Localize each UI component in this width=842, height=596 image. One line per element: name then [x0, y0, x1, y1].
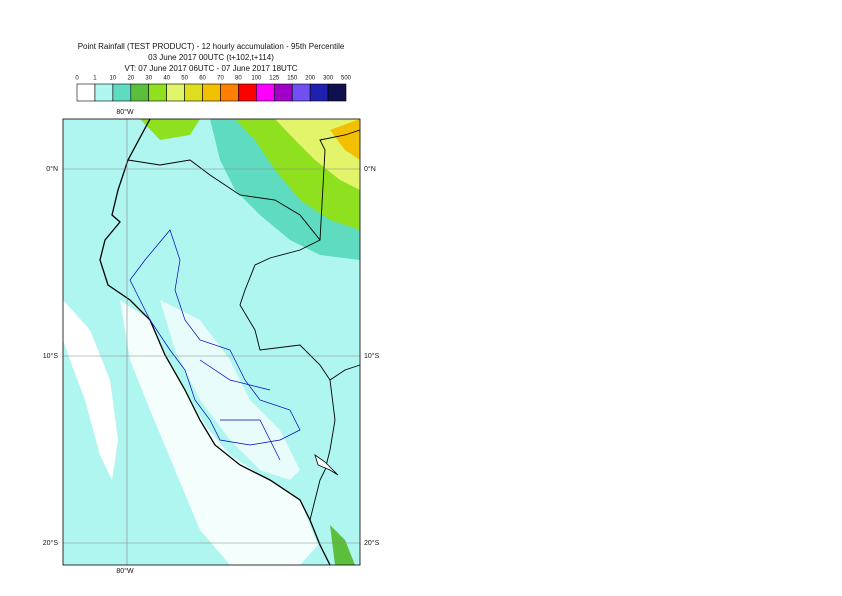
rain-area: [330, 119, 360, 160]
legend-label: 80: [235, 76, 242, 82]
legend-swatch: [76, 83, 96, 102]
legend-label: 1: [93, 76, 97, 82]
legend-swatch: [94, 83, 114, 102]
legend-swatch: [256, 83, 275, 102]
lat-label: 20°S: [43, 539, 59, 547]
legend-label: 50: [181, 76, 188, 82]
rain-area: [330, 525, 355, 565]
map: [62, 118, 361, 566]
legend-swatch: [202, 83, 221, 102]
legend-swatch: [166, 83, 185, 102]
legend-label: 500: [341, 76, 352, 82]
valid-time: VT: 07 June 2017 06UTC - 07 June 2017 18…: [125, 64, 298, 73]
title: Point Rainfall (TEST PRODUCT) - 12 hourl…: [78, 42, 345, 51]
legend-label: 125: [269, 76, 280, 82]
legend-label: 100: [251, 76, 262, 82]
lat-label: 0°N: [46, 165, 58, 173]
map-frame: [62, 118, 361, 566]
legend-label: 60: [199, 76, 206, 82]
legend-swatch: [273, 83, 293, 102]
legend-swatch: [130, 83, 150, 102]
lat-label: 10°S: [43, 352, 59, 360]
legend-label: 30: [145, 76, 152, 82]
dry-area: [120, 300, 318, 565]
border: [127, 129, 361, 521]
lon-label: 80°W: [116, 567, 134, 575]
legend-swatch: [184, 83, 203, 102]
dry-area: [63, 300, 118, 480]
legend-swatch: [291, 83, 311, 102]
lat-label: 20°S: [364, 539, 380, 547]
legend-label: 150: [287, 76, 298, 82]
legend-label: 20: [127, 76, 134, 82]
legend-swatch: [238, 83, 257, 102]
legend-label: 300: [323, 76, 334, 82]
legend-swatch: [112, 83, 132, 102]
legend-label: 200: [305, 76, 316, 82]
legend-swatch: [327, 83, 347, 102]
legend-label: 10: [110, 76, 117, 82]
lat-label: 10°S: [364, 352, 380, 360]
coastline: [99, 118, 331, 566]
admin-border: [129, 229, 301, 461]
lat-label: 0°N: [364, 165, 376, 173]
run-time: 03 June 2017 00UTC (t+102,t+114): [148, 53, 274, 62]
legend-swatch: [148, 83, 167, 102]
lake: [314, 454, 339, 476]
lon-label: 80°W: [116, 108, 134, 116]
legend-swatch: [220, 83, 239, 102]
legend-label: 70: [217, 76, 224, 82]
legend-label: 0: [75, 76, 79, 82]
rain-area: [140, 119, 200, 140]
legend-label: 40: [163, 76, 170, 82]
dry-area: [160, 300, 300, 480]
legend-swatch: [309, 83, 329, 102]
